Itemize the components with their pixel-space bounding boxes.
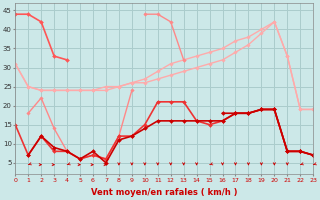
X-axis label: Vent moyen/en rafales ( km/h ): Vent moyen/en rafales ( km/h ) [91,188,237,197]
